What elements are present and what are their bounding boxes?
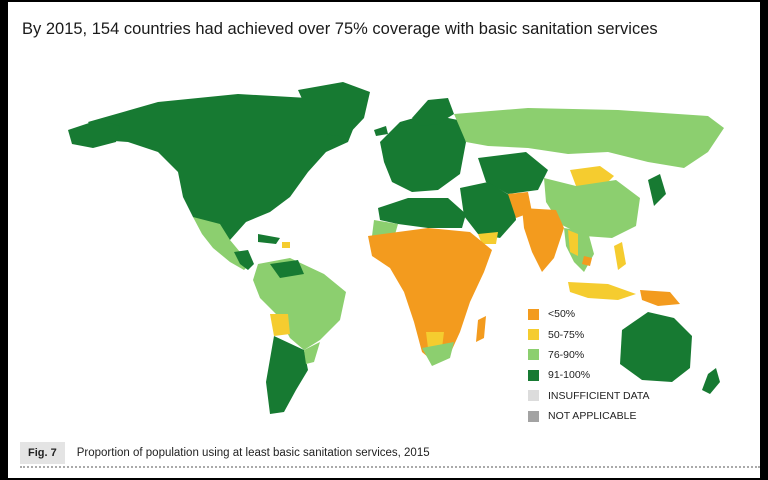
legend-swatch xyxy=(528,369,539,381)
region-russia xyxy=(454,108,724,168)
figure-frame: By 2015, 154 countries had achieved over… xyxy=(8,2,760,478)
world-map xyxy=(68,82,724,414)
region-scandinavia xyxy=(412,98,454,126)
region-japan xyxy=(648,174,666,206)
region-iceland xyxy=(374,126,388,136)
legend-swatch xyxy=(528,329,539,341)
region-india xyxy=(522,208,564,272)
legend-swatch xyxy=(528,390,539,402)
region-alaska xyxy=(68,120,120,148)
legend-label: NOT APPLICABLE xyxy=(548,410,637,423)
region-uruguay xyxy=(304,342,320,364)
region-papua xyxy=(640,290,680,306)
map-legend: <50% 50-75% 76-90% 91-100% INSUFFICIENT … xyxy=(528,304,650,426)
region-south-america-north xyxy=(253,258,346,350)
region-south-africa xyxy=(422,342,454,366)
figure-number: Fig. 7 xyxy=(20,442,65,464)
region-australia xyxy=(620,312,692,382)
region-sub-saharan-africa xyxy=(368,228,492,364)
region-indonesia xyxy=(568,282,636,300)
region-mexico xyxy=(193,217,250,270)
region-north-africa xyxy=(378,198,466,228)
region-south-america-south xyxy=(266,336,308,414)
legend-swatch xyxy=(528,410,539,422)
region-north-america xyxy=(88,94,360,240)
region-china xyxy=(544,178,640,238)
region-central-america xyxy=(234,250,254,270)
legend-label: <50% xyxy=(548,308,576,321)
legend-item-not-applicable: NOT APPLICABLE xyxy=(528,406,650,426)
legend-label: 91-100% xyxy=(548,369,591,382)
region-venezuela xyxy=(270,260,304,278)
region-philippines xyxy=(614,242,626,270)
region-new-zealand xyxy=(702,368,720,394)
legend-label: 50-75% xyxy=(548,328,585,341)
map-title: By 2015, 154 countries had achieved over… xyxy=(22,20,658,38)
legend-label: 76-90% xyxy=(548,348,585,361)
region-botswana xyxy=(426,332,444,348)
legend-swatch xyxy=(528,349,539,361)
region-cambodia xyxy=(582,256,592,266)
legend-item-50-75: 50-75% xyxy=(528,324,650,344)
legend-item-91-100: 91-100% xyxy=(528,365,650,385)
legend-label: INSUFFICIENT DATA xyxy=(548,389,650,402)
region-caribbean xyxy=(258,234,280,244)
region-bolivia xyxy=(270,314,290,336)
region-yemen xyxy=(478,232,498,244)
legend-item-lt50: <50% xyxy=(528,304,650,324)
region-haiti xyxy=(282,242,290,248)
caption-text: Proportion of population using at least … xyxy=(76,447,430,459)
region-greenland xyxy=(298,82,370,137)
region-middle-east xyxy=(460,182,516,238)
region-myanmar xyxy=(568,230,578,256)
region-europe xyxy=(380,114,466,192)
legend-item-insufficient-data: INSUFFICIENT DATA xyxy=(528,386,650,406)
region-central-asia xyxy=(478,152,548,194)
legend-item-76-90: 76-90% xyxy=(528,345,650,365)
region-madagascar xyxy=(476,316,486,342)
legend-swatch xyxy=(528,308,539,320)
figure-caption: Fig. 7 Proportion of population using at… xyxy=(20,440,760,468)
